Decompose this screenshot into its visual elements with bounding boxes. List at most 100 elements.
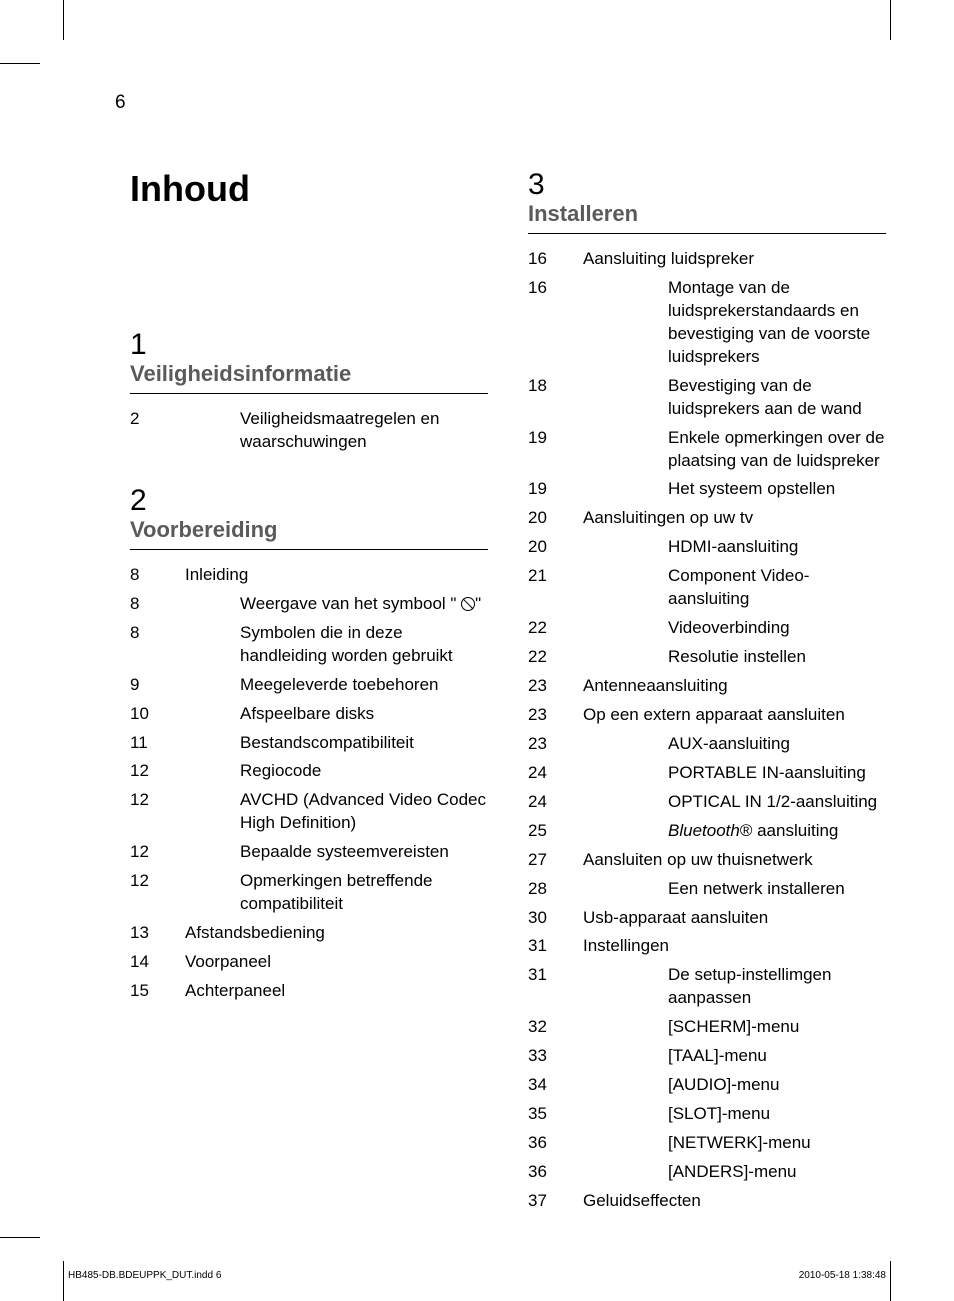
toc-entry-text: Resolutie instellen [583, 646, 886, 669]
toc-row: 30Usb-apparaat aansluiten [528, 907, 886, 930]
toc-entry-text: AUX-aansluiting [583, 733, 886, 756]
toc-page-number: 9 [130, 674, 185, 697]
toc-page-number: 33 [528, 1045, 583, 1068]
toc-page-number: 35 [528, 1103, 583, 1126]
toc-entry-text: [TAAL]-menu [583, 1045, 886, 1068]
crop-mark [63, 0, 64, 40]
toc-row: 32[SCHERM]-menu [528, 1016, 886, 1039]
toc-row: 35[SLOT]-menu [528, 1103, 886, 1126]
crop-mark [890, 1261, 891, 1301]
toc-row: 33[TAAL]-menu [528, 1045, 886, 1068]
toc-page-number: 11 [130, 732, 185, 755]
toc-row: 12Bepaalde systeemvereisten [130, 841, 488, 864]
toc-page-number: 22 [528, 617, 583, 640]
toc-page-number: 18 [528, 375, 583, 421]
toc-page-number: 8 [130, 564, 185, 587]
toc-entry-text: Inleiding [185, 564, 488, 587]
toc-entry-text: Montage van de luidsprekerstandaards en … [583, 277, 886, 369]
toc-page-number: 24 [528, 791, 583, 814]
toc-page-number: 19 [528, 427, 583, 473]
toc-row: 2Veiligheidsmaatregelen en waarschuwinge… [130, 408, 488, 454]
page-number: 6 [115, 92, 126, 114]
toc-entry-text: Symbolen die in deze handleiding worden … [185, 622, 488, 668]
section-title: Voorbereiding [130, 517, 488, 550]
toc-page-number: 13 [130, 922, 185, 945]
toc-page-number: 10 [130, 703, 185, 726]
toc-row: 34[AUDIO]-menu [528, 1074, 886, 1097]
toc-row: 8Weergave van het symbool " " [130, 593, 488, 616]
toc-entry-text: Opmerkingen betreffende compatibiliteit [185, 870, 488, 916]
toc-entry-text: Aansluiting luidspreker [583, 248, 886, 271]
toc-row: 31Instellingen [528, 935, 886, 958]
toc-page-number: 23 [528, 704, 583, 727]
toc-entry-text: Weergave van het symbool " " [185, 593, 488, 616]
toc-page-number: 28 [528, 878, 583, 901]
toc-row: 16Aansluiting luidspreker [528, 248, 886, 271]
toc-section: 3Installeren 16Aansluiting luidspreker 16M… [528, 168, 886, 1213]
toc-entry-text: Voorpaneel [185, 951, 488, 974]
toc-entry-text: Usb-apparaat aansluiten [583, 907, 886, 930]
toc-row: 10Afspeelbare disks [130, 703, 488, 726]
toc-entry-text: Bepaalde systeemvereisten [185, 841, 488, 864]
toc-page-number: 2 [130, 408, 185, 454]
toc-entry-text: Een netwerk installeren [583, 878, 886, 901]
toc-page-number: 31 [528, 964, 583, 1010]
toc-page-number: 15 [130, 980, 185, 1003]
toc-page-number: 34 [528, 1074, 583, 1097]
toc-entry-text: [SCHERM]-menu [583, 1016, 886, 1039]
toc-page-number: 16 [528, 277, 583, 369]
right-column: 3Installeren 16Aansluiting luidspreker 16M… [528, 168, 886, 1243]
toc-row: 22Videoverbinding [528, 617, 886, 640]
toc-entry-text: OPTICAL IN 1/2-aansluiting [583, 791, 886, 814]
toc-entry-text: Aansluiten op uw thuisnetwerk [583, 849, 886, 872]
toc-entry-text: Veiligheidsmaatregelen en waarschuwingen [185, 408, 488, 454]
toc-entry-text: [AUDIO]-menu [583, 1074, 886, 1097]
toc-entry-text: Bluetooth® aansluiting [583, 820, 886, 843]
toc-row: 14Voorpaneel [130, 951, 488, 974]
crop-mark [890, 0, 891, 40]
toc-row: 21Component Video-aansluiting [528, 565, 886, 611]
toc-row: 24OPTICAL IN 1/2-aansluiting [528, 791, 886, 814]
toc-section: 1Veiligheidsinformatie2Veiligheidsmaatre… [130, 328, 488, 454]
toc-row: 18Bevestiging van de luidsprekers aan de… [528, 375, 886, 421]
toc-row: 13Afstandsbediening [130, 922, 488, 945]
toc-entry-text: Achterpaneel [185, 980, 488, 1003]
section-title: Installeren [528, 201, 886, 234]
toc-row: 15Achterpaneel [130, 980, 488, 1003]
toc-page-number: 19 [528, 478, 583, 501]
section-number: 3 [528, 168, 886, 201]
toc-page-number: 22 [528, 646, 583, 669]
toc-row: 19Het systeem opstellen [528, 478, 886, 501]
toc-page-number: 8 [130, 593, 185, 616]
main-title: Inhoud [130, 168, 488, 210]
toc-page-number: 23 [528, 733, 583, 756]
prohibit-icon [461, 597, 475, 611]
toc-page-number: 36 [528, 1132, 583, 1155]
toc-row: 22Resolutie instellen [528, 646, 886, 669]
toc-row: 12AVCHD (Advanced Video Codec High Defin… [130, 789, 488, 835]
footer-file: HB485-DB.BDEUPPK_DUT.indd 6 [68, 1270, 221, 1281]
toc-page-number: 21 [528, 565, 583, 611]
toc-entry-text: De setup-instellimgen aanpassen [583, 964, 886, 1010]
toc-entry-text: Enkele opmerkingen over de plaatsing van… [583, 427, 886, 473]
toc-row: 23Op een extern apparaat aansluiten [528, 704, 886, 727]
toc-page-number: 12 [130, 841, 185, 864]
toc-row: 9Meegeleverde toebehoren [130, 674, 488, 697]
section-number: 1 [130, 328, 488, 361]
toc-page-number: 37 [528, 1190, 583, 1213]
toc-page-number: 12 [130, 760, 185, 783]
toc-page-number: 20 [528, 536, 583, 559]
toc-entry-text: [NETWERK]-menu [583, 1132, 886, 1155]
footer-datetime: 2010-05-18 1:38:48 [799, 1270, 886, 1281]
toc-entry-text: Instellingen [583, 935, 886, 958]
toc-row: 19Enkele opmerkingen over de plaatsing v… [528, 427, 886, 473]
toc-row: 23AUX-aansluiting [528, 733, 886, 756]
toc-entry-text: HDMI-aansluiting [583, 536, 886, 559]
toc-entry-text: Aansluitingen op uw tv [583, 507, 886, 530]
toc-entry-text: Videoverbinding [583, 617, 886, 640]
toc-entry-text: Meegeleverde toebehoren [185, 674, 488, 697]
toc-row: 36[NETWERK]-menu [528, 1132, 886, 1155]
toc-page-number: 25 [528, 820, 583, 843]
toc-page-number: 20 [528, 507, 583, 530]
toc-page-number: 12 [130, 789, 185, 835]
